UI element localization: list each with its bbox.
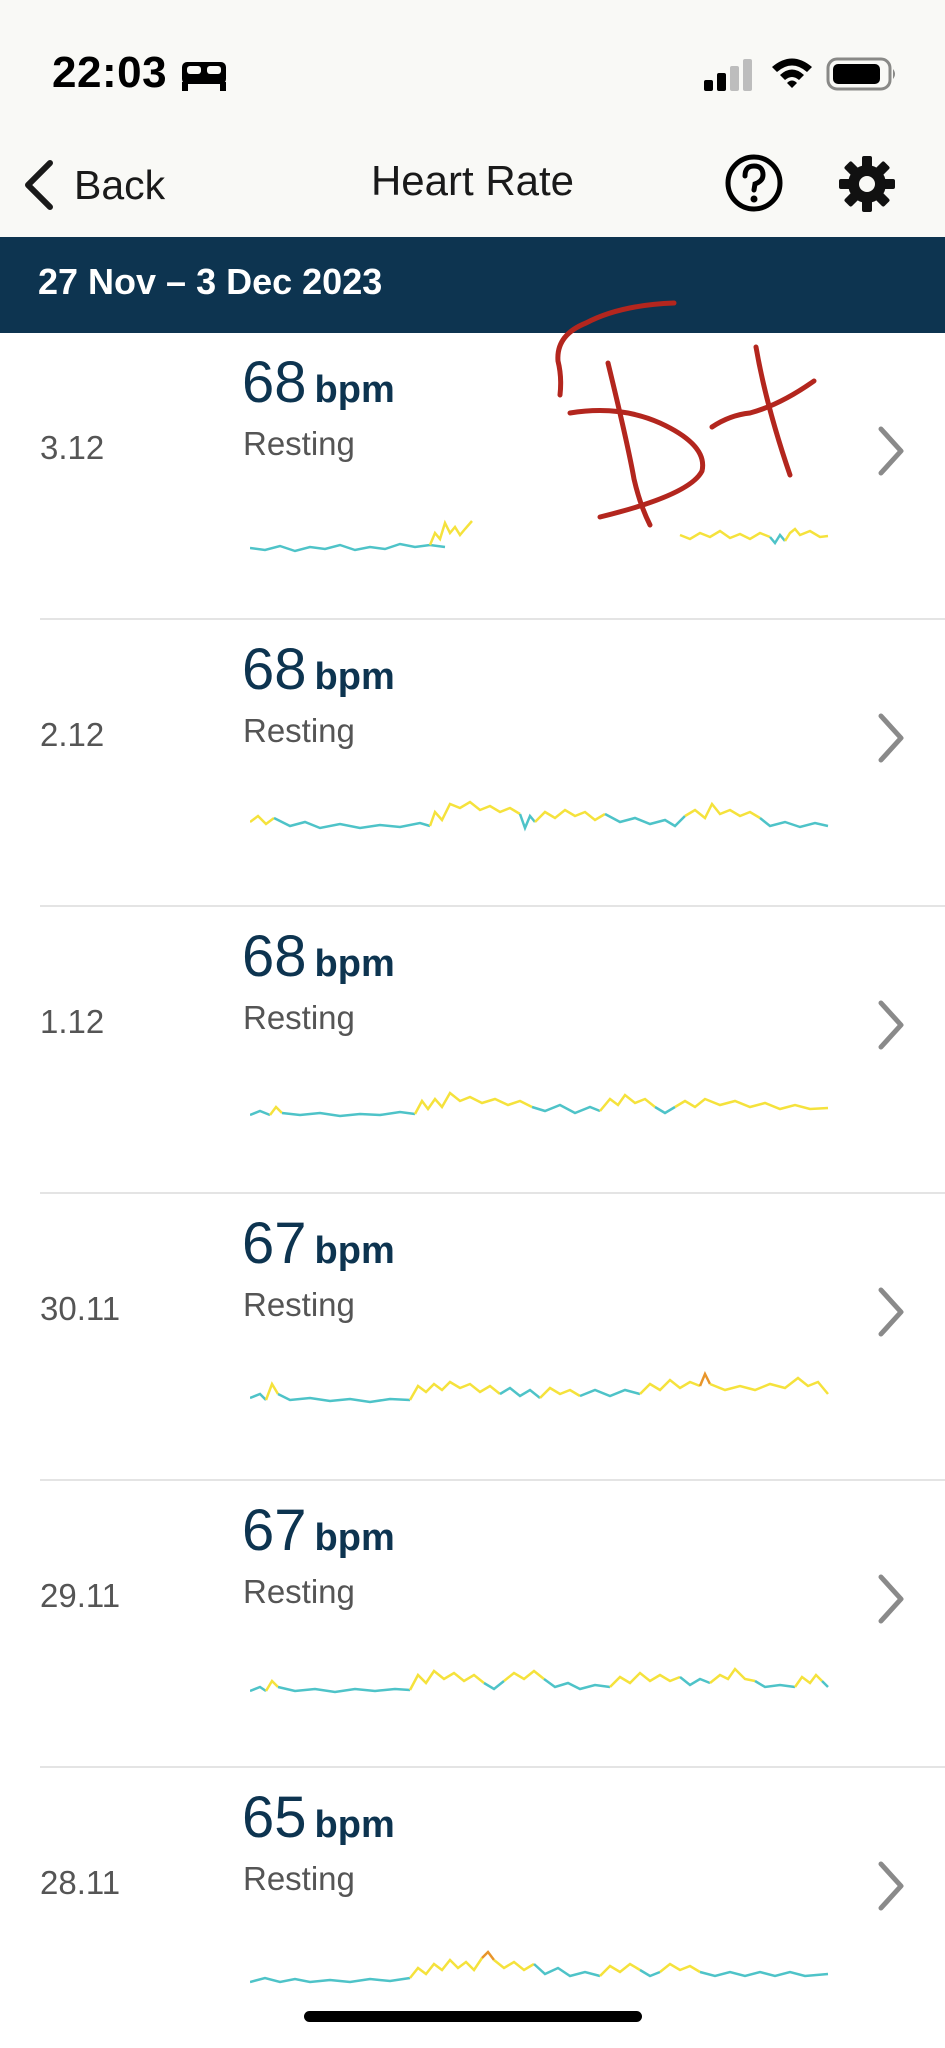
status-time: 22:03 <box>52 48 168 97</box>
bpm-unit: bpm <box>314 656 395 698</box>
resting-bpm: 68 bpm <box>242 349 395 416</box>
chevron-left-icon <box>25 160 53 210</box>
bpm-unit: bpm <box>314 1517 395 1559</box>
day-date: 28.11 <box>40 1864 121 1901</box>
list-item-day[interactable]: 30.11 67 bpm Resting <box>0 1194 945 1481</box>
chevron-right-icon <box>878 426 904 476</box>
handwritten-scribble <box>555 300 817 528</box>
date-range-label: 27 Nov – 3 Dec 2023 <box>38 261 383 302</box>
day-date: 1.12 <box>40 1003 105 1040</box>
resting-label: Resting <box>243 1573 355 1610</box>
resting-label: Resting <box>243 1286 355 1323</box>
bpm-unit: bpm <box>314 1804 395 1846</box>
help-icon[interactable] <box>724 153 784 213</box>
page-title: Heart Rate <box>370 157 575 204</box>
heart-rate-sparkline <box>250 800 829 832</box>
bpm-value: 68 <box>242 637 307 702</box>
heart-rate-sparkline <box>250 519 829 553</box>
day-date: 29.11 <box>40 1577 121 1614</box>
resting-bpm: 67 bpm <box>242 1210 395 1277</box>
resting-bpm: 67 bpm <box>242 1497 395 1564</box>
status-bar: 22:03 <box>0 0 945 135</box>
resting-label: Resting <box>243 712 355 749</box>
cellular-signal-icon <box>704 59 752 91</box>
chevron-right-icon <box>878 713 904 763</box>
chevron-right-icon <box>878 1287 904 1337</box>
wifi-icon <box>772 58 812 88</box>
chevron-right-icon <box>878 1574 904 1624</box>
heart-rate-sparkline <box>250 1950 829 1984</box>
day-date: 3.12 <box>40 429 105 466</box>
heart-rate-sparkline <box>250 1091 829 1118</box>
resting-bpm: 68 bpm <box>242 923 395 990</box>
nav-bar: Back Heart Rate <box>0 135 945 237</box>
bpm-value: 67 <box>242 1498 307 1563</box>
battery-icon <box>826 57 895 91</box>
list-item-day[interactable]: 28.11 65 bpm Resting <box>0 1768 945 2048</box>
gear-icon[interactable] <box>838 155 896 213</box>
heart-rate-sparkline <box>250 1370 829 1404</box>
resting-bpm: 68 bpm <box>242 636 395 703</box>
resting-label: Resting <box>243 425 355 462</box>
date-range-banner[interactable]: 27 Nov – 3 Dec 2023 <box>0 237 945 333</box>
day-date: 30.11 <box>40 1290 121 1327</box>
bed-icon <box>182 62 226 91</box>
bpm-unit: bpm <box>314 943 395 985</box>
heart-rate-sparkline <box>250 1667 829 1694</box>
back-button[interactable]: Back <box>20 155 165 215</box>
day-date: 2.12 <box>40 716 105 753</box>
bpm-value: 67 <box>242 1211 307 1276</box>
home-indicator[interactable] <box>304 2011 642 2022</box>
daily-heart-rate-list: 3.12 68 bpm Resting 2.12 68 bpm Resting <box>0 333 945 2048</box>
bpm-value: 68 <box>242 350 307 415</box>
chevron-right-icon <box>878 1000 904 1050</box>
list-item-day[interactable]: 3.12 68 bpm Resting <box>0 333 945 620</box>
list-item-day[interactable]: 2.12 68 bpm Resting <box>0 620 945 907</box>
resting-label: Resting <box>243 1860 355 1897</box>
list-item-day[interactable]: 29.11 67 bpm Resting <box>0 1481 945 1768</box>
back-label: Back <box>74 161 166 208</box>
bpm-unit: bpm <box>314 1230 395 1272</box>
resting-bpm: 65 bpm <box>242 1784 395 1851</box>
chevron-right-icon <box>878 1861 904 1911</box>
list-item-day[interactable]: 1.12 68 bpm Resting <box>0 907 945 1194</box>
bpm-value: 65 <box>242 1785 307 1850</box>
resting-label: Resting <box>243 999 355 1036</box>
bpm-unit: bpm <box>314 369 395 411</box>
bpm-value: 68 <box>242 924 307 989</box>
